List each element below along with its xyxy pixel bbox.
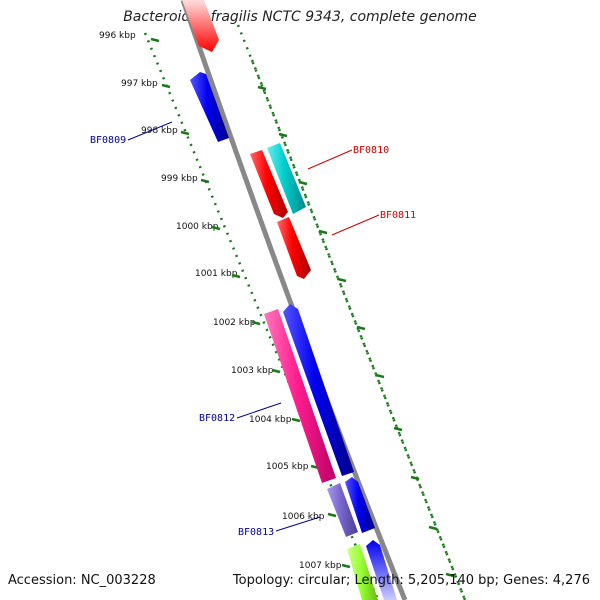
- ruler-major-tick: [278, 132, 288, 138]
- ruler-major-tick: [161, 83, 171, 89]
- gene-label[interactable]: BF0809: [90, 135, 126, 146]
- ruler-major-tick: [356, 325, 366, 331]
- ruler-major-tick: [375, 373, 385, 379]
- gene-arrow-bf0809[interactable]: [190, 72, 229, 142]
- ruler-label: 1004 kbp: [249, 415, 292, 425]
- ruler-label: 997 kbp: [121, 79, 158, 89]
- gene-label[interactable]: BF0811: [380, 210, 416, 221]
- gene-arrow-bf0812[interactable]: [264, 309, 336, 483]
- ruler-major-tick: [337, 277, 347, 283]
- ruler-major-tick: [318, 229, 328, 235]
- gene-arrow-bf0813[interactable]: [327, 483, 358, 537]
- ruler-major-tick: [211, 225, 221, 231]
- ruler-major-tick: [271, 368, 281, 374]
- genome-backbone: [180, 0, 408, 600]
- gene-leader-line: [127, 121, 173, 141]
- ruler-major-tick: [445, 572, 455, 578]
- gene-leader-line: [236, 402, 282, 419]
- ruler-label: 999 kbp: [161, 174, 198, 184]
- ruler-label: 1006 kbp: [282, 512, 325, 522]
- ruler-major-tick: [327, 512, 337, 518]
- ruler-major-tick: [257, 85, 267, 91]
- ruler-major-tick: [393, 426, 403, 432]
- gene-arrow-bf0811[interactable]: [277, 217, 311, 279]
- ruler-label: 1005 kbp: [266, 462, 309, 472]
- ruler-label: 1003 kbp: [231, 366, 274, 376]
- gene-label[interactable]: BF0813: [238, 527, 274, 538]
- ruler-major-tick: [251, 320, 261, 326]
- ruler-label: 998 kbp: [141, 126, 178, 136]
- gene-arrow-top-red[interactable]: [182, 0, 219, 52]
- ruler-label: 1007 kbp: [299, 561, 342, 571]
- gene-label[interactable]: BF0810: [353, 145, 389, 156]
- gene-arrow-blue-bottom[interactable]: [366, 540, 397, 600]
- ruler-major-tick: [231, 273, 241, 279]
- ruler-major-tick: [291, 417, 301, 423]
- ruler-track-outer-2: [250, 59, 467, 600]
- accession-text: Accession: NC_003228: [8, 573, 156, 588]
- topology-text: Topology: circular; Length: 5,205,140 bp…: [232, 573, 590, 588]
- ruler-major-tick: [180, 130, 190, 136]
- gene-arrow-blue-short[interactable]: [345, 477, 375, 533]
- ruler-major-tick: [200, 178, 210, 184]
- gene-leader-line: [275, 516, 321, 532]
- gene-label[interactable]: BF0812: [199, 413, 235, 424]
- gene-arrow-bf0810-cyan[interactable]: [267, 143, 306, 214]
- gene-arrow-bf0810[interactable]: [250, 150, 288, 218]
- gene-leader-line: [307, 149, 353, 170]
- ruler-major-tick: [298, 180, 308, 186]
- ruler-label: 1001 kbp: [195, 269, 238, 279]
- ruler-major-tick: [150, 37, 160, 43]
- ruler-label: 1002 kbp: [213, 318, 256, 328]
- ruler-major-tick: [341, 563, 351, 569]
- ruler-label: 1000 kbp: [176, 222, 219, 232]
- gene-leader-line: [331, 214, 380, 236]
- gene-arrow-lime[interactable]: [347, 544, 378, 600]
- gene-arrow-blue-long[interactable]: [283, 304, 354, 476]
- ruler-major-tick: [428, 525, 438, 531]
- ruler-label: 996 kbp: [99, 31, 136, 41]
- ruler-major-tick: [410, 475, 420, 481]
